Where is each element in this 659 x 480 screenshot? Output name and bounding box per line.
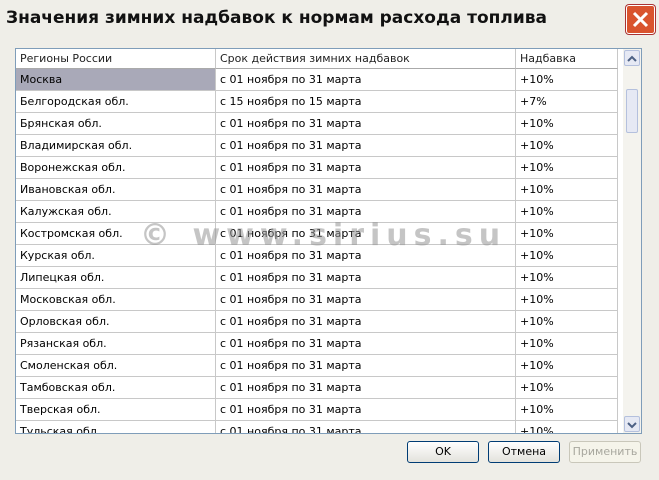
table-cell: с 01 ноября по 31 марта	[216, 355, 516, 377]
table-cell: с 01 ноября по 31 марта	[216, 333, 516, 355]
table-cell: +10%	[516, 355, 618, 377]
table-cell: с 01 ноября по 31 марта	[216, 245, 516, 267]
table-cell: Ивановская обл.	[16, 179, 216, 201]
table-cell: с 01 ноября по 31 марта	[216, 113, 516, 135]
table-cell: +10%	[516, 157, 618, 179]
close-button[interactable]	[626, 5, 655, 34]
table-cell: Орловская обл.	[16, 311, 216, 333]
table-cell: Смоленская обл.	[16, 355, 216, 377]
table-cell: с 01 ноября по 31 марта	[216, 69, 516, 91]
table-cell: Курская обл.	[16, 245, 216, 267]
table-cell: +10%	[516, 135, 618, 157]
close-icon	[632, 11, 649, 28]
table-cell: с 01 ноября по 31 марта	[216, 421, 516, 433]
table-cell: +10%	[516, 311, 618, 333]
table-cell: Тверская обл.	[16, 399, 216, 421]
table-cell: с 01 ноября по 31 марта	[216, 311, 516, 333]
table-cell: Московская обл.	[16, 289, 216, 311]
table-cell: +10%	[516, 421, 618, 433]
table-cell: с 01 ноября по 31 марта	[216, 399, 516, 421]
table-cell: +10%	[516, 399, 618, 421]
table-cell: +10%	[516, 69, 618, 91]
ok-button[interactable]: OK	[407, 441, 479, 463]
table-cell: с 01 ноября по 31 марта	[216, 135, 516, 157]
column-header: Регионы России	[16, 49, 216, 69]
table-cell: +10%	[516, 289, 618, 311]
table-cell: Калужская обл.	[16, 201, 216, 223]
table-cell: +10%	[516, 377, 618, 399]
column-header: Надбавка	[516, 49, 618, 69]
dialog-title: Значения зимних надбавок к нормам расход…	[6, 8, 547, 28]
table-cell: с 01 ноября по 31 марта	[216, 267, 516, 289]
arrow	[627, 422, 637, 429]
cancel-button[interactable]: Отмена	[488, 441, 560, 463]
watermark: © www.sirius.su	[140, 218, 507, 253]
table-cell: с 01 ноября по 31 марта	[216, 223, 516, 245]
table-cell: +7%	[516, 91, 618, 113]
apply-button: Применить	[569, 441, 641, 463]
column-header: Срок действия зимних надбавок	[216, 49, 516, 69]
table-cell: с 01 ноября по 31 марта	[216, 377, 516, 399]
table-cell: +10%	[516, 267, 618, 289]
table-cell: Тамбовская обл.	[16, 377, 216, 399]
table-cell: с 01 ноября по 31 марта	[216, 179, 516, 201]
arrow	[627, 55, 637, 62]
table-cell: Костромская обл.	[16, 223, 216, 245]
scroll-thumb[interactable]	[626, 89, 638, 133]
table-cell: Рязанская обл.	[16, 333, 216, 355]
table-cell: +10%	[516, 245, 618, 267]
table-cell: Брянская обл.	[16, 113, 216, 135]
table-cell: Липецкая обл.	[16, 267, 216, 289]
table-cell: с 01 ноября по 31 марта	[216, 157, 516, 179]
table-cell: Владимирская обл.	[16, 135, 216, 157]
table-cell: Москва	[16, 69, 216, 91]
table-cell: Тульская обл.	[16, 421, 216, 433]
table-cell: +10%	[516, 113, 618, 135]
table-cell: +10%	[516, 201, 618, 223]
table-cell: +10%	[516, 223, 618, 245]
scroll-up[interactable]	[624, 50, 640, 66]
scrollbar[interactable]	[623, 49, 641, 433]
table-cell: +10%	[516, 179, 618, 201]
table-cell: с 01 ноября по 31 марта	[216, 201, 516, 223]
table-cell: Белгородская обл.	[16, 91, 216, 113]
data-grid: Регионы России Срок действия зимних надба…	[15, 48, 642, 434]
scroll-down[interactable]	[624, 416, 640, 432]
table-cell: Воронежская обл.	[16, 157, 216, 179]
table-cell: с 15 ноября по 15 марта	[216, 91, 516, 113]
table-cell: +10%	[516, 333, 618, 355]
table-cell: с 01 ноября по 31 марта	[216, 289, 516, 311]
